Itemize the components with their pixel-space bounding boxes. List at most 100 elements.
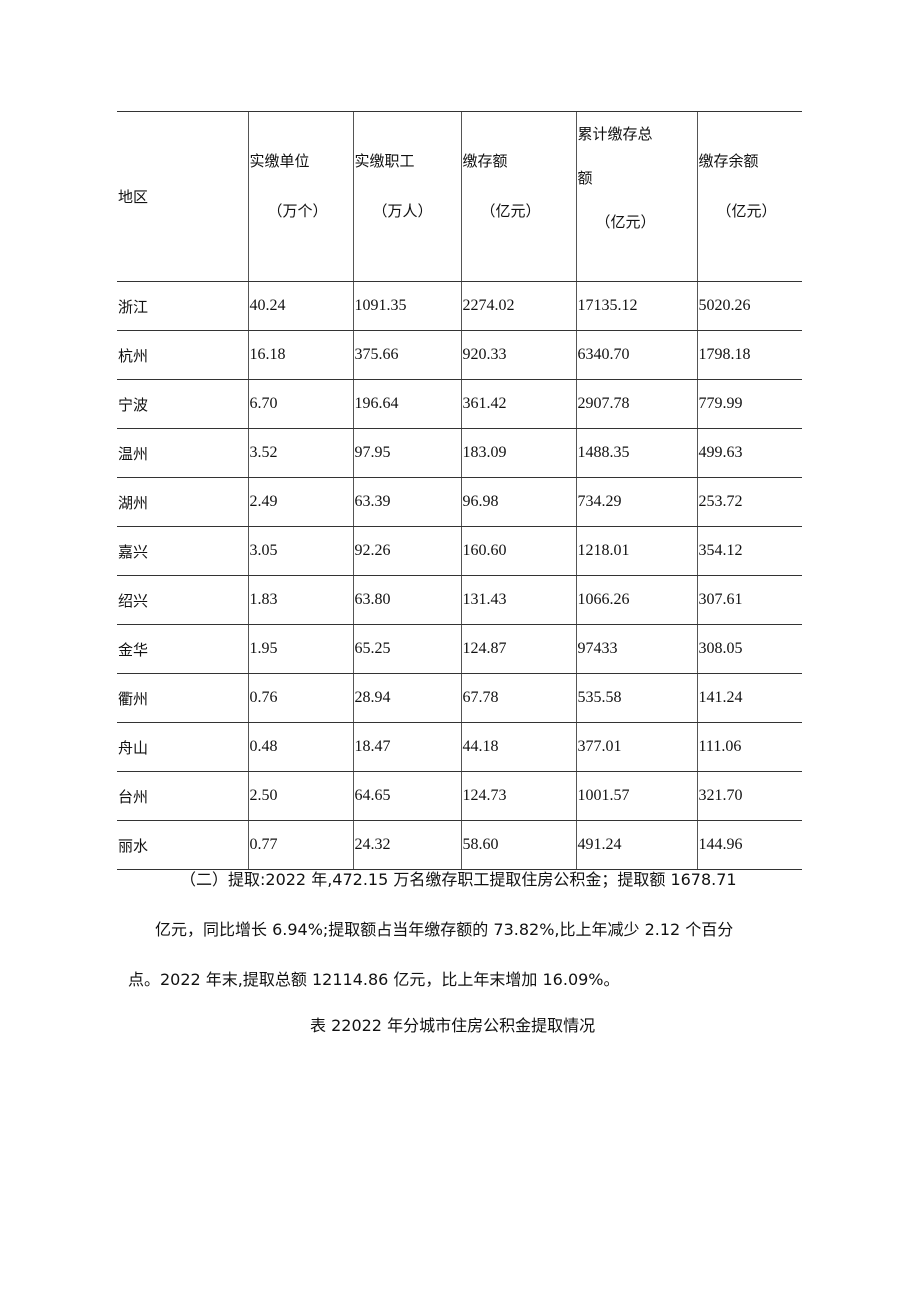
header-unit: （亿元） [716,202,777,220]
value-cell: 44.18 [460,722,576,772]
value-cell: 2.49 [247,477,353,527]
region-cell: 衢州 [117,673,248,723]
value-cell: 734.29 [575,477,697,527]
region-cell: 嘉兴 [117,526,248,576]
value-cell: 3.52 [247,428,353,478]
region-cell: 杭州 [117,330,248,380]
value-cell: 6.70 [247,379,353,429]
value-cell: 65.25 [352,624,461,674]
value-cell: 111.06 [696,722,802,772]
paragraph-line-1: （二）提取:2022 年,472.15 万名缴存职工提取住房公积金；提取额 16… [180,870,737,889]
table-row: 浙江 40.24 1091.35 2274.02 17135.12 5020.26 [117,281,802,331]
table-row: 金华 1.95 65.25 124.87 97433 308.05 [117,624,802,674]
value-cell: 3.05 [247,526,353,576]
value-cell: 1798.18 [696,330,802,380]
value-cell: 64.65 [352,771,461,821]
value-cell: 97433 [575,624,697,674]
value-cell: 183.09 [460,428,576,478]
header-unit: （万人） [372,202,433,220]
table-caption: 表 22022 年分城市住房公积金提取情况 [310,1016,596,1035]
value-cell: 1488.35 [575,428,697,478]
value-cell: 63.39 [352,477,461,527]
value-cell: 308.05 [696,624,802,674]
header-cell: 实缴职工 （万人） [352,111,461,282]
header-title: 缴存额 [462,152,508,170]
value-cell: 2274.02 [460,281,576,331]
header-title: 地区 [118,187,149,206]
housing-fund-table: 地区 实缴单位 （万个） 实缴职工 （万人） 缴存额 （亿元） 累计缴存总额 （亿元） 缴存余额 （… [117,111,802,870]
paragraph-line-2: 亿元，同比增长 6.94%;提取额占当年缴存额的 73.82%,比上年减少 2.… [155,920,734,939]
value-cell: 124.87 [460,624,576,674]
value-cell: 1.83 [247,575,353,625]
value-cell: 1001.57 [575,771,697,821]
value-cell: 354.12 [696,526,802,576]
table-row: 宁波 6.70 196.64 361.42 2907.78 779.99 [117,379,802,429]
header-unit: （万个） [267,202,328,220]
value-cell: 779.99 [696,379,802,429]
region-cell: 宁波 [117,379,248,429]
region-cell: 金华 [117,624,248,674]
value-cell: 2907.78 [575,379,697,429]
region-cell: 台州 [117,771,248,821]
value-cell: 28.94 [352,673,461,723]
value-cell: 491.24 [575,820,697,870]
header-title: 实缴单位 [249,152,310,170]
header-unit: （亿元） [595,213,656,231]
value-cell: 0.76 [247,673,353,723]
value-cell: 141.24 [696,673,802,723]
value-cell: 321.70 [696,771,802,821]
value-cell: 1091.35 [352,281,461,331]
value-cell: 24.32 [352,820,461,870]
value-cell: 92.26 [352,526,461,576]
value-cell: 499.63 [696,428,802,478]
value-cell: 0.48 [247,722,353,772]
value-cell: 131.43 [460,575,576,625]
region-cell: 湖州 [117,477,248,527]
table-row: 温州 3.52 97.95 183.09 1488.35 499.63 [117,428,802,478]
region-cell: 浙江 [117,281,248,331]
value-cell: 361.42 [460,379,576,429]
header-title: 实缴职工 [354,152,415,170]
header-row: 地区 实缴单位 （万个） 实缴职工 （万人） 缴存额 （亿元） 累计缴存总额 （亿元） 缴存余额 （… [117,111,802,282]
paragraph-line-3: 点。2022 年末,提取总额 12114.86 亿元，比上年末增加 16.09%… [128,970,620,989]
table-row: 嘉兴 3.05 92.26 160.60 1218.01 354.12 [117,526,802,576]
region-cell: 温州 [117,428,248,478]
header-cell: 地区 [117,111,248,282]
value-cell: 1218.01 [575,526,697,576]
table-row: 衢州 0.76 28.94 67.78 535.58 141.24 [117,673,802,723]
value-cell: 307.61 [696,575,802,625]
value-cell: 535.58 [575,673,697,723]
header-cell: 缴存余额 （亿元） [696,111,802,282]
value-cell: 196.64 [352,379,461,429]
value-cell: 1.95 [247,624,353,674]
header-title: 累计缴存总 [577,125,653,143]
value-cell: 16.18 [247,330,353,380]
value-cell: 17135.12 [575,281,697,331]
value-cell: 920.33 [460,330,576,380]
table-row: 湖州 2.49 63.39 96.98 734.29 253.72 [117,477,802,527]
table-row: 丽水 0.77 24.32 58.60 491.24 144.96 [117,820,802,870]
region-cell: 绍兴 [117,575,248,625]
value-cell: 63.80 [352,575,461,625]
value-cell: 97.95 [352,428,461,478]
value-cell: 5020.26 [696,281,802,331]
value-cell: 253.72 [696,477,802,527]
value-cell: 124.73 [460,771,576,821]
header-cell: 缴存额 （亿元） [460,111,576,282]
value-cell: 375.66 [352,330,461,380]
table-row: 台州 2.50 64.65 124.73 1001.57 321.70 [117,771,802,821]
value-cell: 2.50 [247,771,353,821]
value-cell: 40.24 [247,281,353,331]
table-row: 杭州 16.18 375.66 920.33 6340.70 1798.18 [117,330,802,380]
value-cell: 377.01 [575,722,697,772]
header-cell: 实缴单位 （万个） [247,111,353,282]
region-cell: 舟山 [117,722,248,772]
table-row: 绍兴 1.83 63.80 131.43 1066.26 307.61 [117,575,802,625]
value-cell: 6340.70 [575,330,697,380]
value-cell: 18.47 [352,722,461,772]
header-title: 缴存余额 [698,152,759,170]
header-cell: 累计缴存总额 （亿元） [575,111,697,282]
value-cell: 96.98 [460,477,576,527]
value-cell: 0.77 [247,820,353,870]
header-title2: 额 [577,169,593,187]
